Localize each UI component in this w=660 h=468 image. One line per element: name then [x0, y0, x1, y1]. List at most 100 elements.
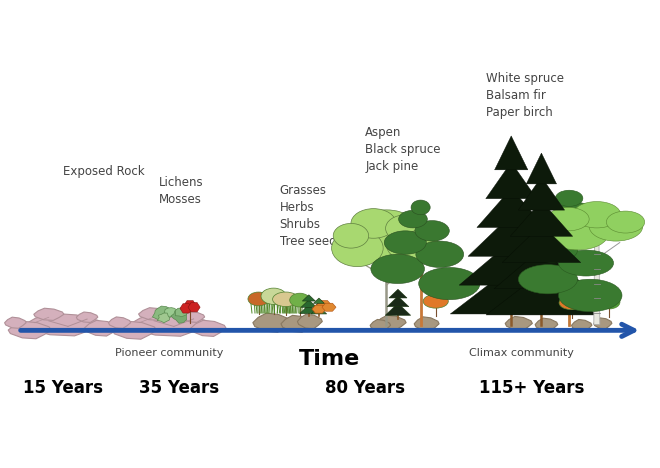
Polygon shape	[34, 308, 64, 321]
Polygon shape	[494, 249, 589, 289]
Ellipse shape	[350, 210, 422, 262]
Polygon shape	[322, 303, 336, 311]
Polygon shape	[505, 316, 533, 330]
Polygon shape	[129, 313, 209, 336]
Polygon shape	[486, 272, 597, 315]
Ellipse shape	[386, 227, 435, 262]
Polygon shape	[311, 307, 327, 314]
Ellipse shape	[607, 211, 645, 233]
Polygon shape	[77, 312, 98, 322]
Polygon shape	[188, 302, 200, 312]
Polygon shape	[180, 304, 192, 313]
Polygon shape	[314, 298, 325, 303]
Ellipse shape	[333, 223, 369, 248]
Ellipse shape	[416, 241, 464, 267]
Ellipse shape	[537, 214, 579, 234]
Ellipse shape	[573, 202, 620, 228]
Ellipse shape	[384, 231, 426, 254]
Polygon shape	[84, 321, 119, 336]
Polygon shape	[312, 302, 325, 309]
Ellipse shape	[558, 250, 614, 276]
Ellipse shape	[599, 295, 620, 309]
Polygon shape	[253, 313, 291, 332]
Polygon shape	[171, 310, 187, 323]
Ellipse shape	[351, 209, 396, 238]
Polygon shape	[389, 289, 407, 298]
Polygon shape	[191, 320, 226, 336]
Ellipse shape	[556, 227, 603, 248]
Polygon shape	[139, 307, 170, 320]
Polygon shape	[152, 306, 171, 320]
Polygon shape	[494, 136, 528, 170]
Ellipse shape	[547, 207, 589, 231]
Polygon shape	[164, 307, 180, 317]
Polygon shape	[182, 312, 205, 322]
Polygon shape	[157, 313, 170, 323]
Polygon shape	[526, 153, 556, 184]
Ellipse shape	[290, 293, 310, 307]
Ellipse shape	[261, 288, 286, 304]
Polygon shape	[486, 162, 537, 198]
Polygon shape	[5, 317, 26, 329]
Polygon shape	[468, 215, 554, 256]
Polygon shape	[385, 303, 411, 315]
Polygon shape	[24, 313, 102, 336]
Text: 15 Years: 15 Years	[23, 379, 103, 397]
Text: White spruce
Balsam fir
Paper birch: White spruce Balsam fir Paper birch	[486, 72, 564, 119]
Ellipse shape	[559, 296, 584, 310]
Text: 80 Years: 80 Years	[325, 379, 405, 397]
Text: Pioneer community: Pioneer community	[115, 348, 223, 358]
Polygon shape	[477, 189, 546, 227]
Polygon shape	[301, 300, 317, 307]
Ellipse shape	[589, 212, 643, 241]
Ellipse shape	[385, 215, 426, 242]
Text: 115+ Years: 115+ Years	[478, 379, 584, 397]
Polygon shape	[176, 308, 187, 317]
Text: Time: Time	[300, 349, 360, 369]
Polygon shape	[518, 177, 564, 210]
Polygon shape	[300, 305, 318, 314]
Ellipse shape	[273, 292, 299, 307]
Polygon shape	[594, 240, 600, 325]
Ellipse shape	[527, 238, 578, 262]
Ellipse shape	[423, 294, 448, 308]
Polygon shape	[377, 315, 406, 330]
Polygon shape	[572, 320, 592, 331]
Text: Climax community: Climax community	[469, 348, 574, 358]
Polygon shape	[312, 305, 326, 313]
Ellipse shape	[248, 292, 269, 306]
Ellipse shape	[331, 230, 383, 267]
Polygon shape	[414, 317, 439, 331]
Text: Grasses
Herbs
Shrubs
Tree seedlings: Grasses Herbs Shrubs Tree seedlings	[280, 184, 364, 248]
Ellipse shape	[558, 279, 622, 312]
Polygon shape	[387, 296, 409, 307]
Polygon shape	[298, 314, 322, 329]
Polygon shape	[281, 315, 313, 332]
Ellipse shape	[558, 202, 593, 220]
Text: Exposed Rock: Exposed Rock	[63, 165, 145, 178]
Text: 35 Years: 35 Years	[139, 379, 219, 397]
Text: Aspen
Black spruce
Jack pine: Aspen Black spruce Jack pine	[365, 126, 441, 173]
Polygon shape	[535, 318, 558, 331]
Polygon shape	[510, 201, 573, 236]
Polygon shape	[459, 241, 563, 285]
Polygon shape	[184, 300, 196, 310]
Ellipse shape	[415, 220, 449, 241]
Polygon shape	[108, 317, 131, 329]
Ellipse shape	[547, 218, 609, 250]
Polygon shape	[370, 320, 391, 331]
Polygon shape	[502, 225, 581, 263]
Polygon shape	[594, 318, 612, 329]
Polygon shape	[450, 267, 572, 314]
Ellipse shape	[518, 265, 578, 294]
Text: Lichens
Mosses: Lichens Mosses	[159, 176, 203, 206]
Ellipse shape	[371, 254, 424, 284]
Ellipse shape	[555, 190, 583, 206]
Ellipse shape	[418, 267, 480, 300]
Ellipse shape	[399, 210, 427, 228]
Polygon shape	[112, 321, 156, 339]
Polygon shape	[8, 322, 51, 339]
Polygon shape	[302, 295, 315, 301]
Ellipse shape	[411, 200, 430, 215]
Polygon shape	[317, 300, 331, 308]
